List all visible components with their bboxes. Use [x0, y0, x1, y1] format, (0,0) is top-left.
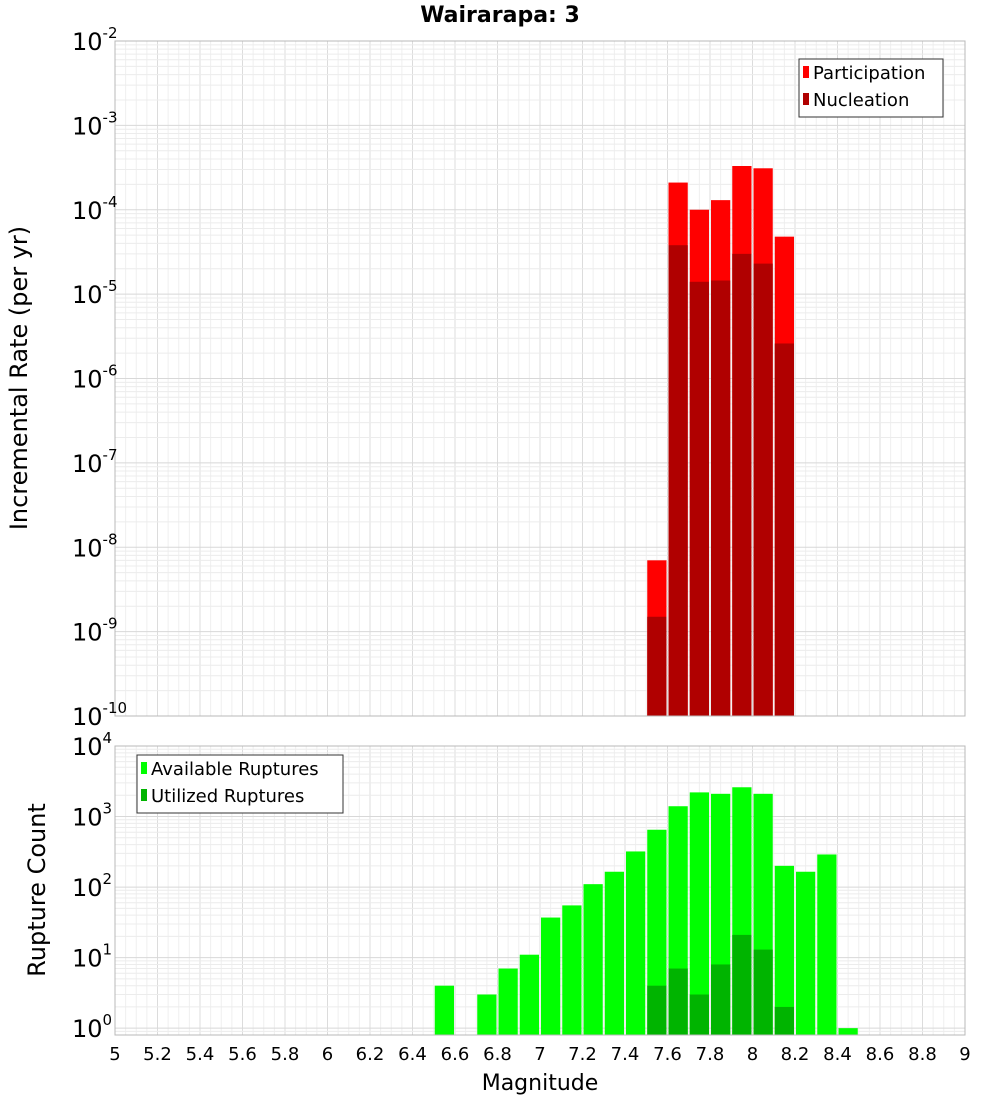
y-tick-label: 10-10: [72, 699, 127, 731]
y-tick-label: 10-8: [72, 530, 118, 562]
bottom-plot-border: [114, 745, 966, 1036]
bar: [753, 949, 773, 1035]
x-tick-label: 6.8: [483, 1044, 512, 1065]
bar: [732, 253, 752, 716]
x-tick-label: 5.2: [143, 1044, 172, 1065]
x-tick-label: 8.2: [781, 1044, 810, 1065]
bar: [732, 934, 752, 1035]
bar: [434, 985, 454, 1035]
y-tick-label: 10-7: [72, 446, 118, 478]
x-axis-label: Magnitude: [482, 1071, 599, 1096]
x-tick-label: 7.4: [611, 1044, 640, 1065]
bar: [711, 280, 731, 716]
bar: [604, 871, 624, 1035]
bar: [647, 616, 667, 716]
y-tick-label: 102: [72, 870, 112, 902]
bar: [647, 829, 667, 1035]
x-tick-label: 7.2: [568, 1044, 597, 1065]
top-series-1: [647, 245, 794, 717]
legend-swatch: [803, 93, 809, 105]
bar: [753, 263, 773, 716]
x-ticks: 5 5.2 5.4 5.6 5.8 6 6.2 6.4 6.6 6.8 7 7.2 7.4 7.6 7.8 8…: [109, 1044, 970, 1065]
legend-label: Participation: [813, 63, 925, 84]
bar: [668, 245, 688, 717]
bar: [774, 865, 794, 1035]
bottom-y-ticks: 100 101 102 103 104: [72, 729, 112, 1043]
y-tick-label: 10-3: [72, 108, 118, 140]
top-panel: 10-10 10-9 10-8 10-7 10-6 10-5 10-4 10-3 10-2 Par…: [72, 24, 966, 731]
x-tick-label: 7.6: [653, 1044, 682, 1065]
x-tick-label: 7: [534, 1044, 545, 1065]
x-tick-label: 5.6: [228, 1044, 257, 1065]
bar: [541, 917, 561, 1035]
legend-box: [136, 754, 344, 814]
x-tick-label: 6.2: [356, 1044, 385, 1065]
bottom-legend: Available Ruptures Utilized Ruptures: [136, 754, 344, 814]
bar: [668, 968, 688, 1035]
bar: [689, 281, 709, 716]
bar: [583, 884, 603, 1035]
y-tick-label: 100: [72, 1011, 112, 1043]
bar: [562, 905, 582, 1035]
legend-swatch: [141, 762, 147, 774]
y-tick-label: 101: [72, 941, 112, 973]
x-tick-label: 7.8: [696, 1044, 725, 1065]
x-tick-label: 8.8: [908, 1044, 937, 1065]
x-tick-label: 8.6: [866, 1044, 895, 1065]
legend-swatch: [141, 789, 147, 801]
bar: [477, 994, 497, 1035]
top-y-ticks: 10-10 10-9 10-8 10-7 10-6 10-5 10-4 10-3 10-2: [72, 24, 127, 731]
top-grid: [114, 41, 966, 717]
y-tick-label: 10-4: [72, 193, 118, 225]
x-tick-label: 8: [747, 1044, 758, 1065]
x-tick-label: 5.4: [186, 1044, 215, 1065]
y-tick-label: 103: [72, 800, 112, 832]
bar: [817, 854, 837, 1035]
top-plot-border: [114, 40, 966, 717]
x-tick-label: 5: [109, 1044, 120, 1065]
bar: [774, 1006, 794, 1035]
bar: [626, 851, 646, 1035]
x-tick-label: 5.8: [271, 1044, 300, 1065]
y-tick-label: 10-9: [72, 615, 118, 647]
bar: [838, 1028, 858, 1035]
x-tick-label: 9: [959, 1044, 970, 1065]
bar: [647, 985, 667, 1035]
bottom-series-1: [647, 934, 794, 1035]
bar: [689, 792, 709, 1035]
x-tick-label: 6: [322, 1044, 333, 1065]
bottom-panel: 100 101 102 103 104 5 5.2 5.4 5.6 5.8 6 6.2 6.4 6.6 6.…: [72, 729, 971, 1065]
legend-label: Utilized Ruptures: [151, 786, 304, 807]
chart-title: Wairarapa: 3: [420, 3, 580, 28]
bar: [711, 964, 731, 1035]
bottom-series-0: [434, 787, 858, 1035]
legend-label: Available Ruptures: [151, 759, 319, 780]
bottom-y-axis-label: Rupture Count: [23, 803, 51, 977]
x-tick-label: 6.4: [398, 1044, 427, 1065]
bar: [689, 994, 709, 1035]
legend-swatch: [803, 66, 809, 78]
top-legend: Participation Nucleation: [798, 58, 944, 118]
x-tick-label: 6.6: [441, 1044, 470, 1065]
bar: [519, 954, 539, 1035]
bar: [774, 343, 794, 716]
x-tick-label: 8.4: [823, 1044, 852, 1065]
y-tick-label: 10-6: [72, 362, 118, 394]
bar: [498, 968, 518, 1035]
y-tick-label: 10-2: [72, 24, 118, 56]
legend-label: Nucleation: [813, 90, 909, 111]
top-y-axis-label: Incremental Rate (per yr): [5, 226, 33, 530]
bar: [796, 871, 816, 1035]
y-tick-label: 104: [72, 729, 112, 761]
legend-box: [798, 58, 944, 118]
y-tick-label: 10-5: [72, 277, 118, 309]
